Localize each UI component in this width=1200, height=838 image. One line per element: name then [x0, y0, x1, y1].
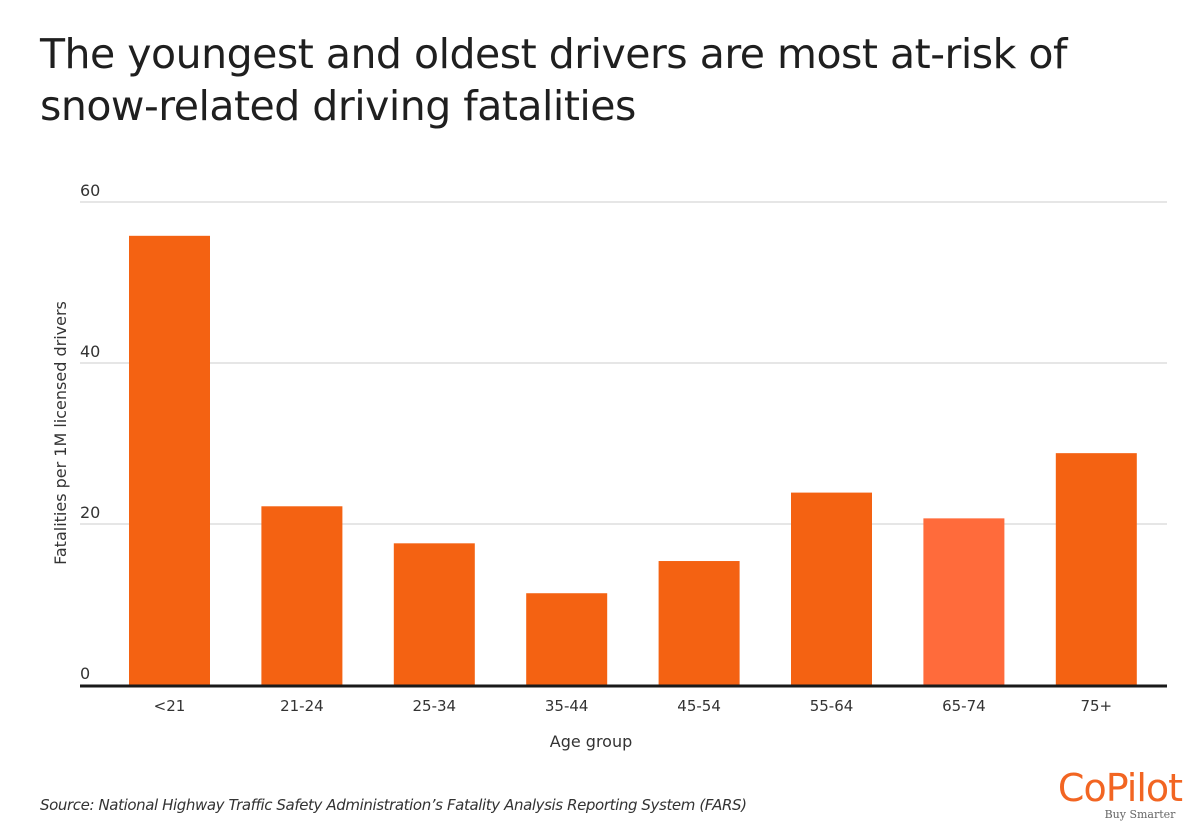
x-tick-label: 75+ — [1080, 697, 1112, 715]
bar — [393, 543, 475, 685]
x-tick-label: 25-34 — [413, 697, 457, 715]
bar — [526, 593, 608, 685]
logo-tagline: Buy Smarter — [1104, 808, 1176, 821]
x-tick-label: 45-54 — [677, 697, 721, 715]
bar — [658, 561, 740, 685]
copilot-logo: CoPilot Buy Smarter — [1045, 768, 1195, 821]
x-axis-label: Age group — [550, 732, 633, 751]
gridlines — [80, 201, 1167, 525]
y-tick-label: 20 — [80, 503, 100, 522]
x-tick-label: <21 — [154, 697, 186, 715]
y-axis-label: Fatalities per 1M licensed drivers — [51, 301, 70, 565]
y-tick-labels: 0 20 40 60 — [80, 181, 100, 683]
bar — [791, 492, 872, 685]
bar — [1055, 453, 1137, 685]
y-tick-label: 0 — [80, 664, 90, 683]
bars — [129, 235, 1137, 685]
x-tick-labels: <21 21-24 25-34 35-44 45-54 55-64 65-74 75+ — [154, 697, 1112, 715]
y-tick-label: 40 — [80, 342, 100, 361]
x-tick-label: 55-64 — [810, 697, 854, 715]
x-tick-label: 65-74 — [942, 697, 986, 715]
logo-wordmark: CoPilot — [1057, 766, 1183, 810]
source-note: Source: National Highway Traffic Safety … — [40, 796, 747, 814]
x-tick-label: 21-24 — [280, 697, 324, 715]
y-tick-label: 60 — [80, 181, 100, 200]
chart-title: The youngest and oldest drivers are most… — [40, 30, 1067, 130]
x-tick-label: 35-44 — [545, 697, 589, 715]
bar — [129, 235, 210, 685]
bar — [923, 518, 1005, 685]
bar — [261, 506, 343, 685]
